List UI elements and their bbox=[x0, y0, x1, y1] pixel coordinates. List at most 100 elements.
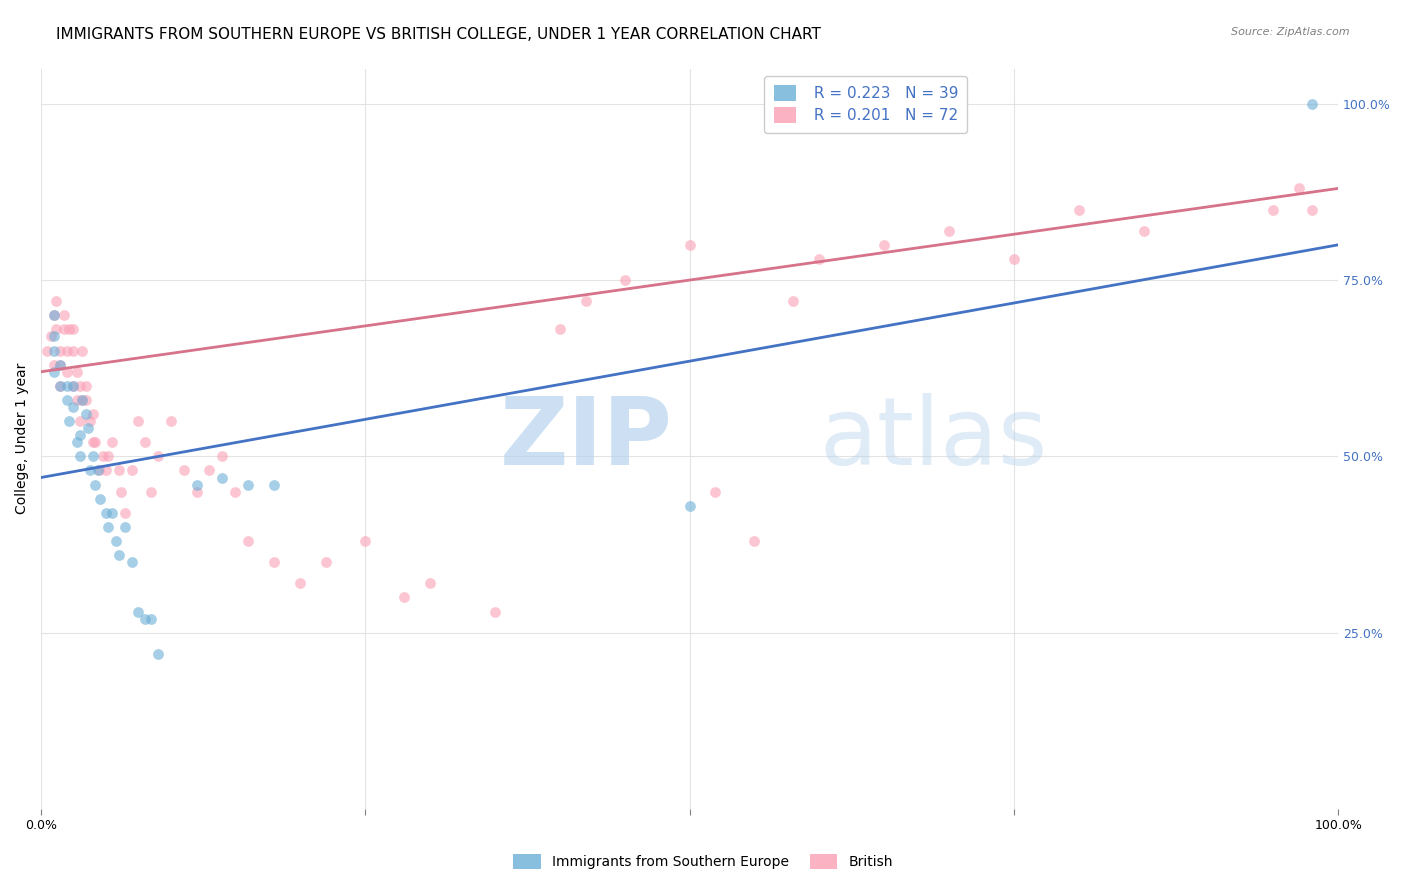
Point bbox=[49, 379, 72, 393]
Point bbox=[84, 435, 107, 450]
Point bbox=[42, 309, 65, 323]
Point bbox=[121, 463, 143, 477]
Point bbox=[139, 484, 162, 499]
Point bbox=[146, 647, 169, 661]
Point bbox=[1002, 252, 1025, 266]
Point bbox=[79, 463, 101, 477]
Point bbox=[1263, 202, 1285, 217]
Point bbox=[107, 548, 129, 562]
Point bbox=[42, 358, 65, 372]
Point bbox=[79, 414, 101, 428]
Point bbox=[186, 484, 208, 499]
Point bbox=[127, 414, 149, 428]
Point bbox=[94, 463, 117, 477]
Point bbox=[84, 477, 107, 491]
Text: Source: ZipAtlas.com: Source: ZipAtlas.com bbox=[1232, 27, 1350, 37]
Point bbox=[1288, 181, 1310, 195]
Legend:  R = 0.223   N = 39,  R = 0.201   N = 72: R = 0.223 N = 39, R = 0.201 N = 72 bbox=[765, 76, 967, 133]
Point bbox=[127, 605, 149, 619]
Point bbox=[101, 435, 124, 450]
Point bbox=[744, 534, 766, 549]
Point bbox=[575, 294, 598, 309]
Point bbox=[45, 322, 67, 336]
Point bbox=[42, 309, 65, 323]
Point bbox=[62, 343, 84, 358]
Legend: Immigrants from Southern Europe, British: Immigrants from Southern Europe, British bbox=[506, 847, 900, 876]
Point bbox=[72, 392, 94, 407]
Point bbox=[62, 400, 84, 414]
Point bbox=[87, 463, 110, 477]
Point bbox=[114, 520, 136, 534]
Point bbox=[76, 421, 98, 435]
Point bbox=[42, 343, 65, 358]
Point bbox=[66, 435, 89, 450]
Point bbox=[69, 450, 91, 464]
Point bbox=[290, 576, 312, 591]
Text: atlas: atlas bbox=[820, 392, 1047, 484]
Point bbox=[55, 343, 77, 358]
Point bbox=[173, 463, 195, 477]
Point bbox=[58, 414, 80, 428]
Point bbox=[938, 224, 960, 238]
Point bbox=[1301, 96, 1323, 111]
Point bbox=[82, 435, 104, 450]
Point bbox=[53, 309, 76, 323]
Point bbox=[114, 506, 136, 520]
Point bbox=[66, 365, 89, 379]
Point bbox=[42, 365, 65, 379]
Point bbox=[62, 322, 84, 336]
Point bbox=[82, 407, 104, 421]
Point bbox=[89, 491, 111, 506]
Point bbox=[1132, 224, 1154, 238]
Point bbox=[186, 477, 208, 491]
Point bbox=[238, 534, 260, 549]
Point bbox=[392, 591, 415, 605]
Point bbox=[134, 435, 156, 450]
Point bbox=[548, 322, 571, 336]
Point bbox=[419, 576, 441, 591]
Point bbox=[782, 294, 804, 309]
Point bbox=[91, 450, 114, 464]
Point bbox=[42, 329, 65, 343]
Point bbox=[105, 534, 128, 549]
Point bbox=[82, 450, 104, 464]
Point bbox=[62, 379, 84, 393]
Point bbox=[37, 343, 59, 358]
Text: IMMIGRANTS FROM SOUTHERN EUROPE VS BRITISH COLLEGE, UNDER 1 YEAR CORRELATION CHA: IMMIGRANTS FROM SOUTHERN EUROPE VS BRITI… bbox=[56, 27, 821, 42]
Point bbox=[49, 379, 72, 393]
Point bbox=[45, 294, 67, 309]
Point bbox=[39, 329, 62, 343]
Point bbox=[238, 477, 260, 491]
Point bbox=[134, 611, 156, 625]
Point bbox=[55, 365, 77, 379]
Point bbox=[139, 611, 162, 625]
Point bbox=[613, 273, 636, 287]
Point bbox=[211, 470, 233, 484]
Point bbox=[484, 605, 506, 619]
Point bbox=[69, 414, 91, 428]
Point bbox=[89, 463, 111, 477]
Point bbox=[110, 484, 132, 499]
Point bbox=[159, 414, 181, 428]
Point bbox=[678, 237, 700, 252]
Point bbox=[69, 428, 91, 442]
Point bbox=[678, 499, 700, 513]
Point bbox=[75, 379, 97, 393]
Point bbox=[146, 450, 169, 464]
Point bbox=[121, 555, 143, 569]
Point bbox=[55, 379, 77, 393]
Point bbox=[263, 477, 285, 491]
Point bbox=[224, 484, 246, 499]
Point bbox=[198, 463, 221, 477]
Point bbox=[263, 555, 285, 569]
Point bbox=[72, 343, 94, 358]
Point bbox=[97, 450, 120, 464]
Point bbox=[211, 450, 233, 464]
Point bbox=[58, 322, 80, 336]
Point bbox=[354, 534, 377, 549]
Y-axis label: College, Under 1 year: College, Under 1 year bbox=[15, 363, 30, 515]
Point bbox=[55, 392, 77, 407]
Point bbox=[97, 520, 120, 534]
Point bbox=[808, 252, 831, 266]
Point bbox=[94, 506, 117, 520]
